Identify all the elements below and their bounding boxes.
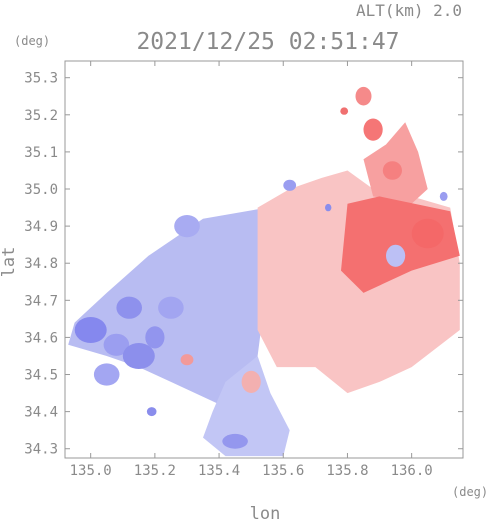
x-unit-label: (deg) bbox=[452, 485, 488, 499]
x-tick-label: 135.6 bbox=[262, 463, 304, 479]
echo-cell bbox=[241, 370, 261, 393]
y-tick-label: 34.7 bbox=[24, 293, 58, 309]
echo-cell bbox=[355, 86, 372, 106]
echo-region-south-echo bbox=[203, 356, 290, 457]
y-tick-label: 35.0 bbox=[24, 182, 58, 198]
echo-cell bbox=[116, 296, 142, 319]
plot-frame bbox=[64, 60, 464, 459]
echo-cell bbox=[74, 317, 107, 343]
x-axis-label: lon bbox=[250, 504, 281, 521]
y-tick-label: 34.3 bbox=[24, 442, 58, 458]
y-tick-label: 35.3 bbox=[24, 71, 58, 87]
echo-cell bbox=[146, 407, 157, 417]
altitude-label: ALT(km) 2.0 bbox=[356, 1, 462, 20]
echo-cell bbox=[145, 326, 165, 349]
x-tick-label: 135.2 bbox=[134, 463, 176, 479]
y-axis-label: lat bbox=[0, 247, 19, 278]
y-unit-label: (deg) bbox=[14, 34, 50, 48]
echo-cell bbox=[439, 191, 448, 201]
echo-cell bbox=[158, 296, 184, 319]
y-tick-label: 34.8 bbox=[24, 256, 58, 272]
echo-cell bbox=[93, 363, 120, 386]
y-tick-label: 35.1 bbox=[24, 145, 58, 161]
echo-cell bbox=[363, 118, 383, 141]
x-tick-label: 135.4 bbox=[198, 463, 240, 479]
radar-echo-layer bbox=[68, 86, 460, 457]
x-tick-label: 136.0 bbox=[391, 463, 433, 479]
y-tick-label: 34.4 bbox=[24, 405, 58, 421]
echo-cell bbox=[180, 354, 194, 366]
echo-cell bbox=[340, 107, 349, 115]
x-tick-label: 135.8 bbox=[326, 463, 368, 479]
echo-cell bbox=[411, 218, 444, 249]
echo-cell bbox=[386, 244, 406, 267]
echo-cell bbox=[325, 203, 332, 212]
timestamp-title: 2021/12/25 02:51:47 bbox=[136, 29, 399, 55]
y-tick-label: 34.5 bbox=[24, 368, 58, 384]
echo-cell bbox=[382, 161, 402, 180]
y-axis-ticks: 34.3 34.4 34.5 34.6 34.7 34.8 34.9 35.0 35.1 35.2… bbox=[24, 71, 463, 458]
echo-cell bbox=[174, 215, 200, 238]
echo-cell bbox=[222, 433, 248, 449]
echo-cell bbox=[283, 179, 297, 191]
x-tick-label: 135.0 bbox=[70, 463, 112, 479]
y-tick-label: 34.9 bbox=[24, 219, 58, 235]
echo-cell bbox=[122, 343, 155, 369]
y-tick-label: 34.6 bbox=[24, 330, 58, 346]
y-tick-label: 35.2 bbox=[24, 108, 58, 124]
x-axis-ticks: 135.0 135.2 135.4 135.6 135.8 136.0 bbox=[70, 61, 433, 479]
echo-cell bbox=[103, 333, 130, 356]
